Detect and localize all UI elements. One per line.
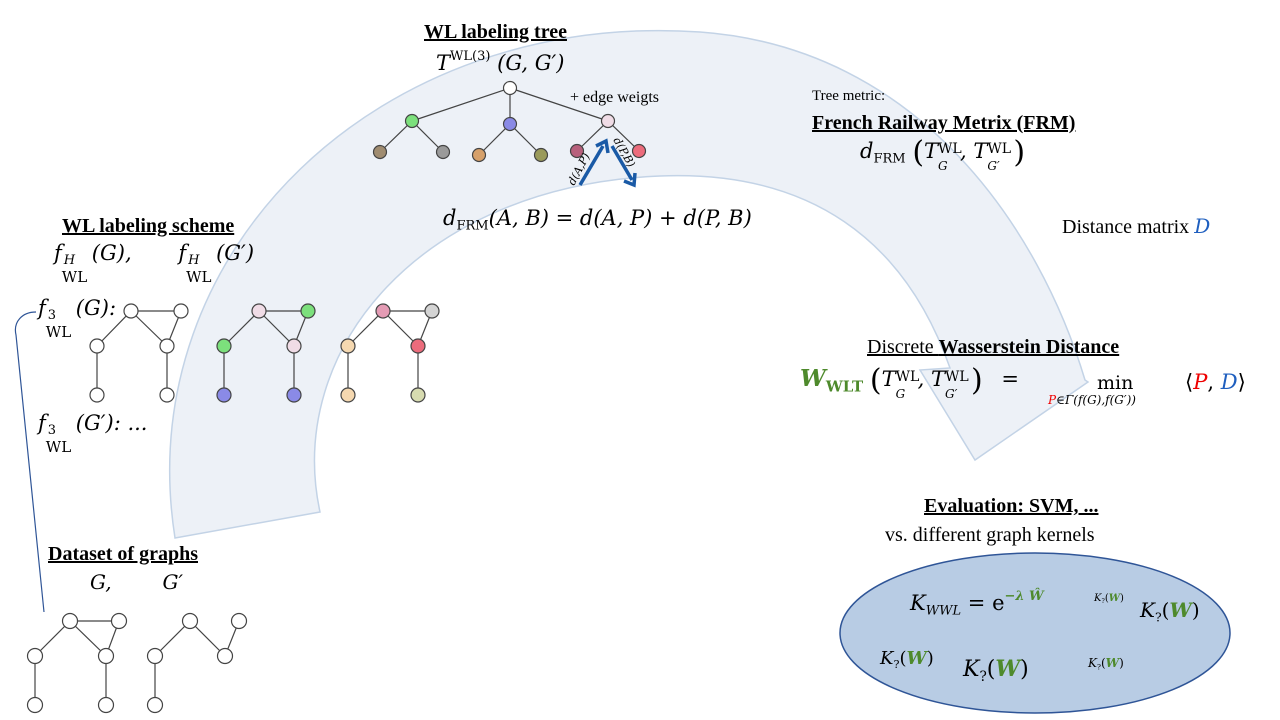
wwlt-inner-product: ⟨P, D⟩ bbox=[1185, 370, 1246, 394]
graph-node bbox=[340, 387, 356, 403]
vs-kernels-label: vs. different graph kernels bbox=[885, 524, 1095, 546]
graph-node bbox=[26, 696, 44, 714]
dataset-graph-g bbox=[26, 612, 128, 714]
graph-node bbox=[146, 696, 164, 714]
tree-leaf-red bbox=[631, 143, 647, 159]
graph-node bbox=[181, 612, 199, 630]
graph-node bbox=[26, 647, 44, 665]
pipeline-arc-arrow bbox=[169, 29, 1090, 539]
wl-labeling-tree bbox=[372, 80, 647, 163]
tree-node-pink bbox=[600, 113, 616, 129]
tree-node-blue bbox=[502, 116, 518, 132]
scheme-to-dataset-bracket bbox=[14, 311, 45, 613]
graph-node bbox=[410, 387, 426, 403]
kernel-placeholder-2: K?(W) bbox=[880, 648, 934, 671]
graph-node bbox=[216, 647, 234, 665]
tree-leaf-olive bbox=[533, 147, 549, 163]
frm-title: French Railway Metrix (FRM) bbox=[812, 112, 1076, 134]
graph-node bbox=[123, 303, 139, 319]
frm-equation: dFRM(A, B) = d(A, P) + d(P, B) bbox=[443, 206, 752, 234]
tree-leaf-brown bbox=[372, 144, 388, 160]
frm-formula: dFRM (T WL G, T WL G′) bbox=[860, 135, 1026, 173]
dataset-graph-names: G, G′ bbox=[90, 570, 183, 594]
graph-node bbox=[173, 303, 189, 319]
wl-scheme-title: WL labeling scheme bbox=[62, 215, 235, 237]
wl-scheme-graph-2 bbox=[216, 303, 316, 403]
tree-leaf-gray bbox=[435, 144, 451, 160]
tree-leaf-orange bbox=[471, 147, 487, 163]
graph-node bbox=[146, 647, 164, 665]
dataset-graph-g-prime bbox=[146, 612, 248, 714]
wwlt-min-subscript: P∈Γ(f(G),f(G′)) bbox=[1048, 393, 1136, 407]
tree-root-node bbox=[502, 80, 518, 96]
graph-node bbox=[375, 303, 391, 319]
kernel-placeholder-small-2: K?(W) bbox=[1088, 656, 1124, 672]
wl-f3-gprime-label: f 3 WL (G′): ... bbox=[38, 411, 148, 456]
tree-leaf-mauve bbox=[569, 143, 585, 159]
graph-node bbox=[410, 338, 426, 354]
graph-node bbox=[97, 647, 115, 665]
graph-node bbox=[251, 303, 267, 319]
kernel-placeholder-3: K?(W) bbox=[963, 656, 1029, 685]
wl-tree-formula: TWL(3) (G, G′) bbox=[436, 49, 565, 75]
kernel-placeholder-1: K?(W) bbox=[1140, 598, 1200, 625]
graph-node bbox=[286, 338, 302, 354]
graph-node bbox=[89, 338, 105, 354]
graph-node bbox=[61, 612, 79, 630]
graph-node bbox=[97, 696, 115, 714]
kernel-placeholder-small-1: K?(W) bbox=[1094, 593, 1124, 606]
graph-node bbox=[286, 387, 302, 403]
wl-tree-title: WL labeling tree bbox=[424, 21, 567, 43]
graph-node bbox=[230, 612, 248, 630]
wasserstein-title: Discrete Wasserstein Distance bbox=[867, 336, 1120, 358]
wl-scheme-graph-3 bbox=[340, 303, 440, 403]
graph-node bbox=[216, 338, 232, 354]
graph-node bbox=[159, 338, 175, 354]
kernel-ellipse bbox=[839, 552, 1231, 714]
graph-node bbox=[424, 303, 440, 319]
kernel-wwl-formula: KWWL = e−λ Ŵ bbox=[910, 589, 1044, 619]
tree-node-green bbox=[404, 113, 420, 129]
graph-node bbox=[110, 612, 128, 630]
graph-node bbox=[89, 387, 105, 403]
dataset-title: Dataset of graphs bbox=[48, 543, 198, 565]
tree-metric-label: Tree metric: bbox=[812, 88, 886, 104]
wl-f3-g-label: f 3 WL (G): bbox=[38, 296, 117, 341]
wwlt-formula: WWLT (T WL G, T WL G′) = bbox=[800, 363, 1019, 401]
frm-path-arrows bbox=[578, 138, 637, 188]
graph-node bbox=[159, 387, 175, 403]
graph-node bbox=[340, 338, 356, 354]
wwlt-min: min bbox=[1097, 372, 1134, 394]
graph-node bbox=[300, 303, 316, 319]
evaluation-title: Evaluation: SVM, ... bbox=[924, 495, 1099, 517]
wl-scheme-formula: f H WL (G), f H WL (G′) bbox=[54, 241, 255, 286]
graph-node bbox=[216, 387, 232, 403]
edge-weights-note: + edge weigts bbox=[570, 89, 659, 106]
distance-matrix-label: Distance matrix D bbox=[1062, 214, 1211, 238]
wl-scheme-graph-1 bbox=[89, 303, 189, 403]
